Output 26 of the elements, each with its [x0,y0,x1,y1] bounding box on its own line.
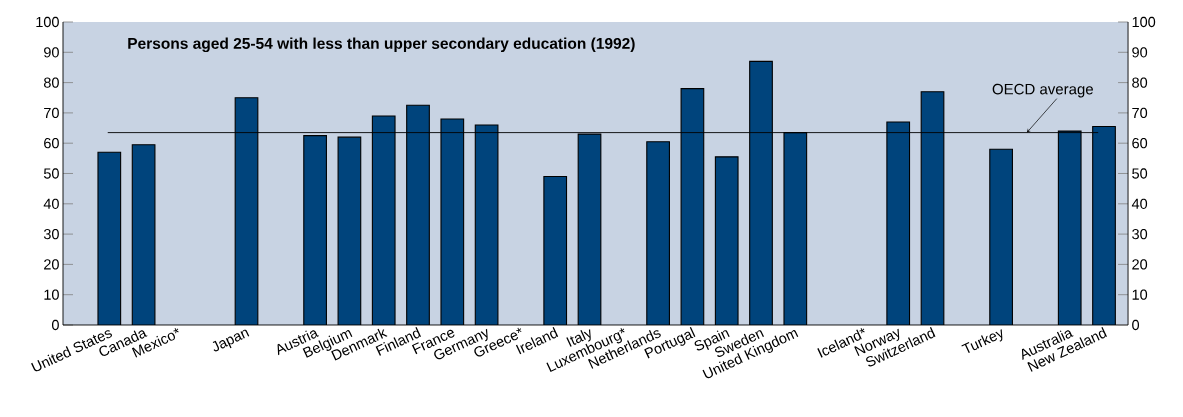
y-tick-label: 50 [43,168,59,179]
y2-tick-label: 10 [1132,289,1148,300]
y-tick-label: 80 [43,77,59,88]
ref-line-label: OECD average [992,83,1093,98]
y2-tick-label: 90 [1132,47,1148,58]
text: Persons aged 25-54 with less than upper secondary education (1992) [128,37,635,53]
y2-tick-label: 0 [1132,319,1140,331]
y2-tick-label: 40 [1131,198,1148,209]
y2-tick-label: 80 [1132,77,1148,88]
y2-tick-label: 100 [1132,16,1156,28]
y-tick-label: 90 [44,47,59,58]
y-tick-label: 60 [44,138,59,149]
y2-tick-label: 60 [1132,138,1148,149]
x-tick-label: Japan [212,329,250,352]
y-tick-label: 30 [43,228,59,240]
y2-tick-label: 30 [1132,228,1148,240]
y-tick-label: 20 [44,259,59,270]
y2-tick-label: 20 [1132,259,1148,270]
y2-tick-label: 50 [1132,168,1148,179]
y2-tick-label: 70 [1132,107,1148,119]
y-tick-label: 10 [44,289,59,300]
y-tick-label: 0 [51,319,59,331]
x-tick-label: Turkey [961,329,1003,354]
y-tick-label: 70 [44,107,59,119]
y-tick-label: 40 [43,198,59,209]
y-tick-label: 100 [36,16,59,28]
